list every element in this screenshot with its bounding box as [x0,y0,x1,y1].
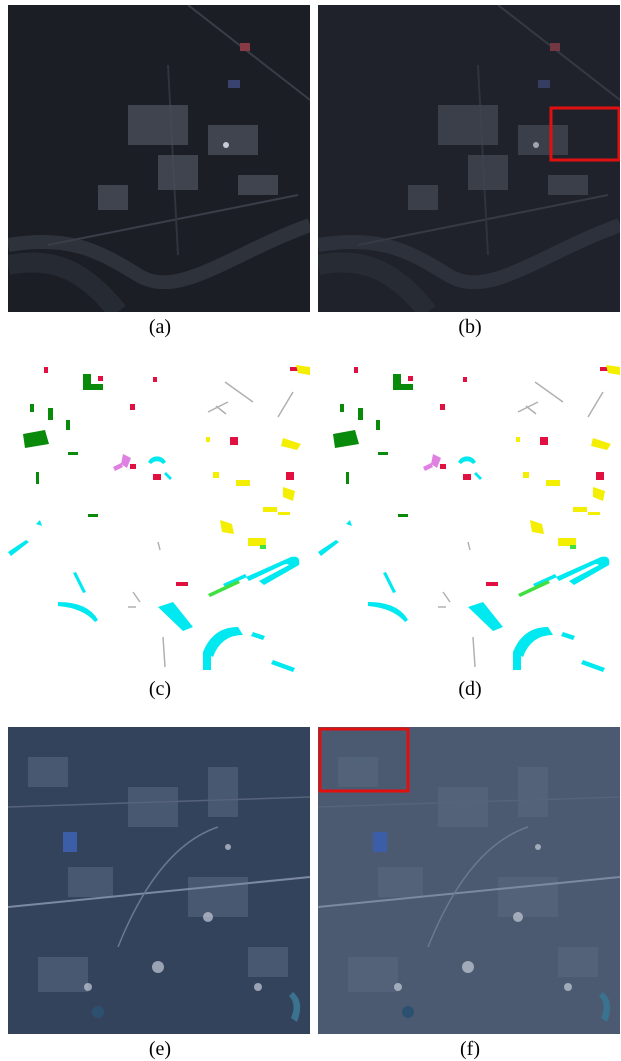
label-map-c [8,362,310,672]
caption: (c) [149,678,171,700]
page: (a) (b) (c) (d) (e) (f) (() => { const d… [0,0,621,1061]
label-map-d [318,362,620,672]
image-f [318,727,620,1034]
caption: (b) [458,316,481,338]
caption: (a) [149,316,171,338]
image-a [8,5,310,312]
caption: (d) [458,678,481,700]
caption: (e) [149,1038,171,1060]
figure: (a) (b) (c) (d) (e) (f) [0,0,621,1061]
image-b [318,5,620,312]
caption: (f) [460,1038,480,1060]
image-e [8,727,310,1034]
